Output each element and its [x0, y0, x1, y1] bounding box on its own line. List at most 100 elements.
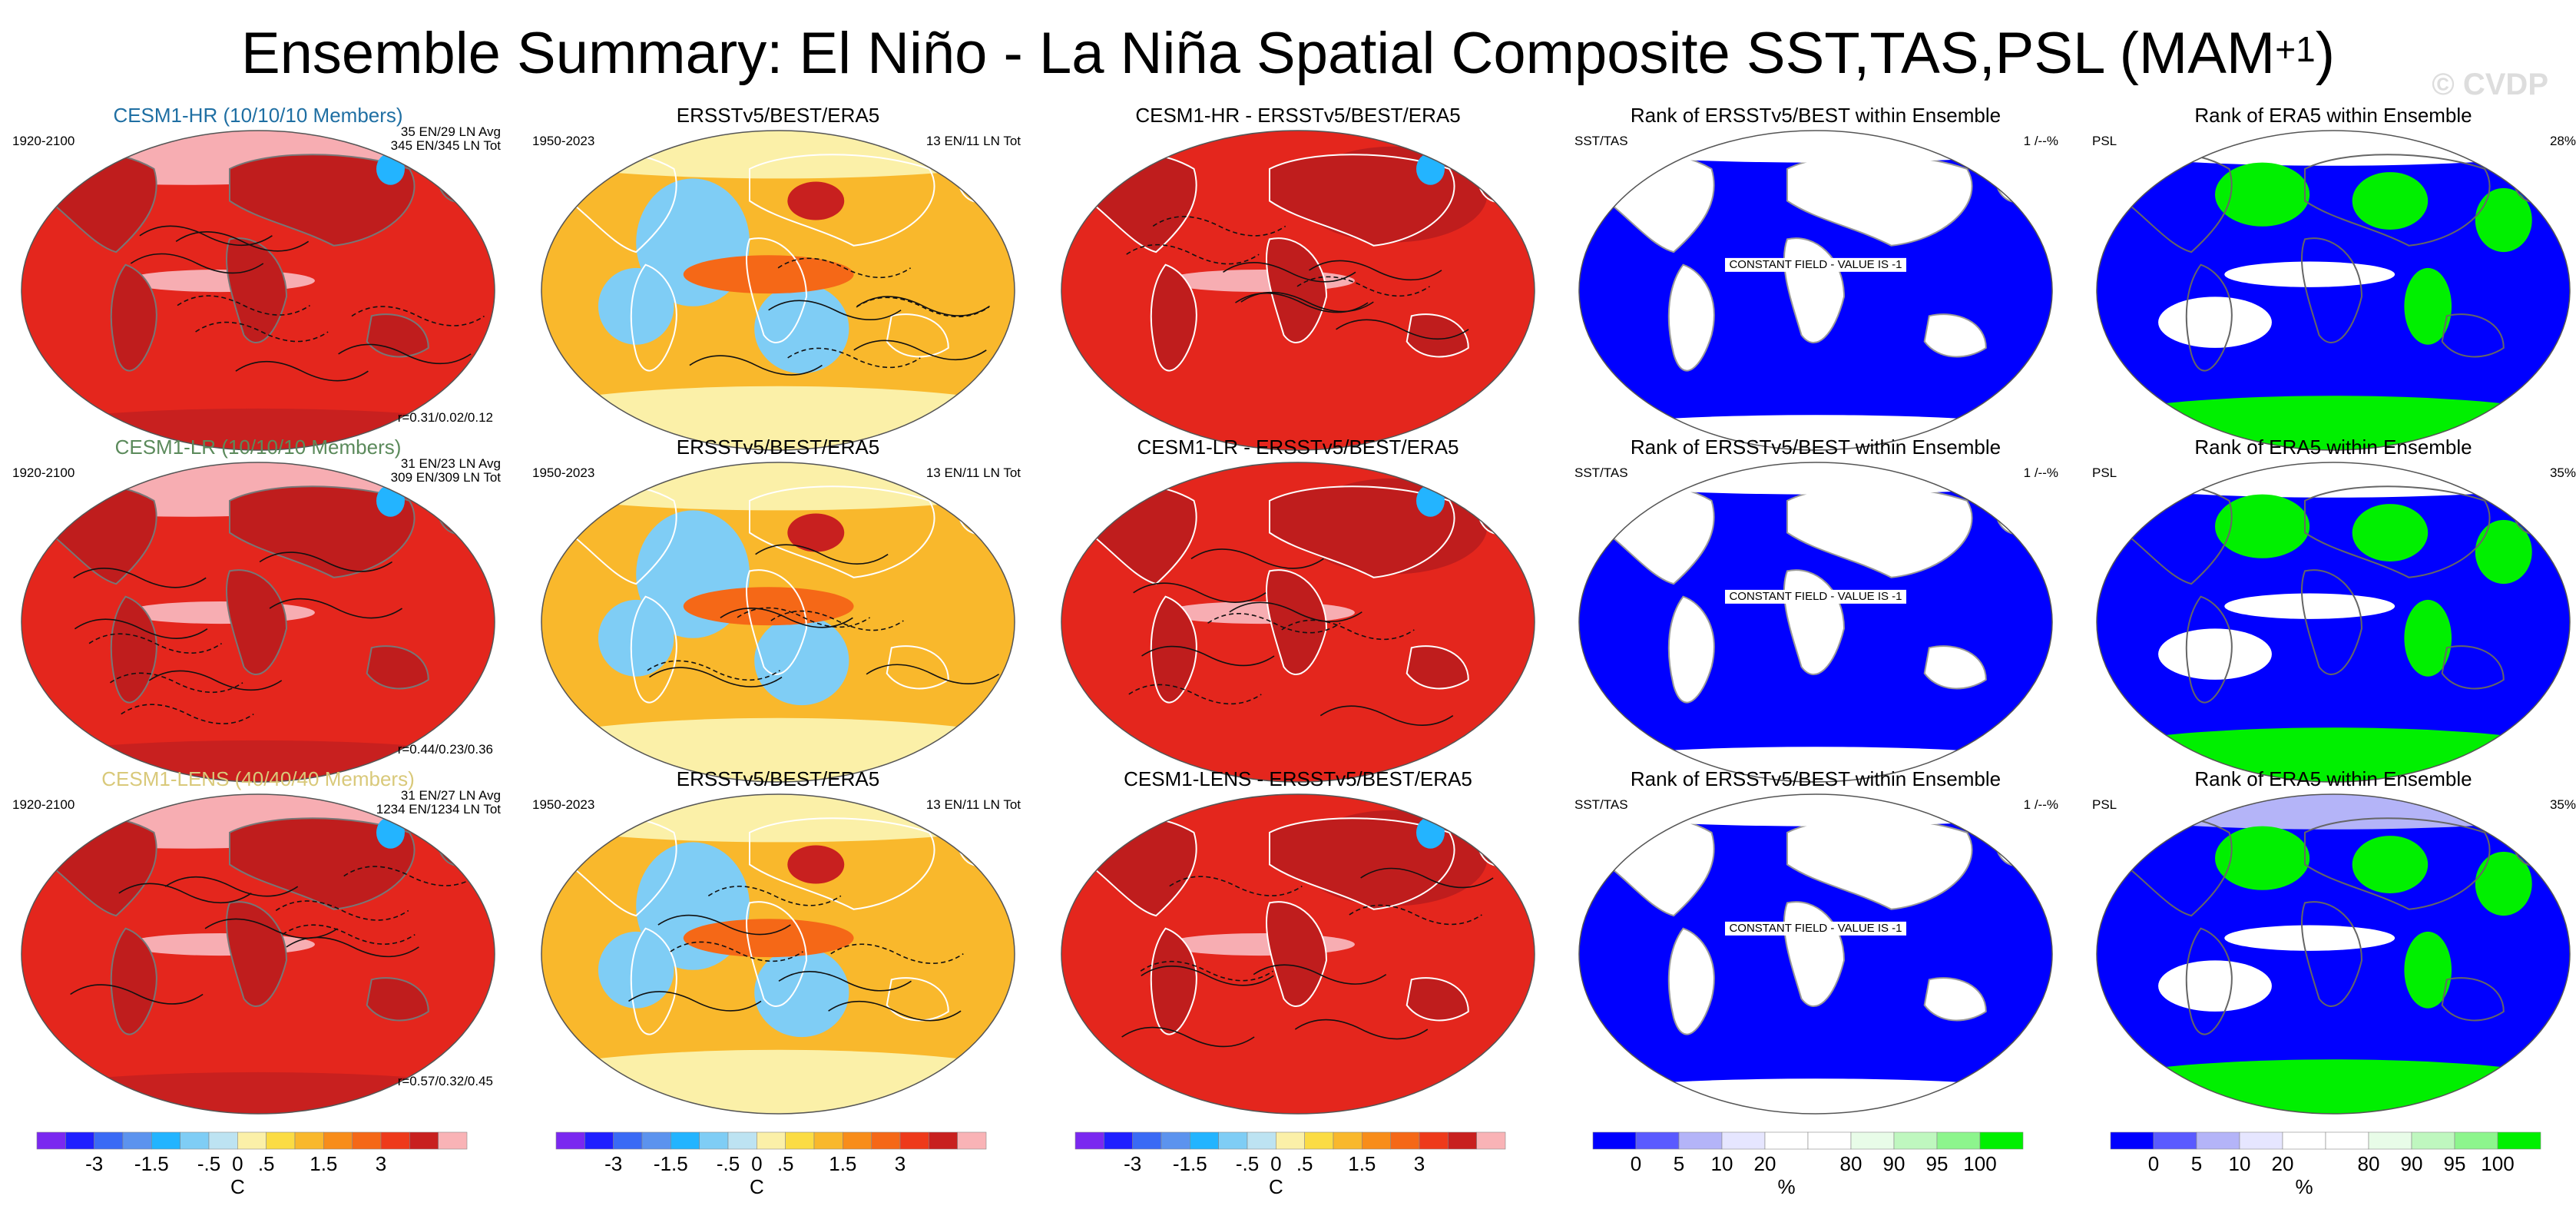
- colorbar-tick-label: 0: [2148, 1152, 2159, 1175]
- colorbar-swatch: [381, 1132, 409, 1149]
- colorbar-swatch: [2111, 1132, 2154, 1149]
- colorbar-swatch: [728, 1132, 757, 1149]
- ensemble-avg-label: 31 EN/27 LN Avg: [401, 788, 501, 803]
- map-plot: [532, 103, 1024, 464]
- map-plot: CONSTANT FIELD - VALUE IS -1: [1570, 435, 2061, 796]
- colorbar-tick-label: -.5: [197, 1152, 220, 1175]
- colorbar-swatch: [843, 1132, 871, 1149]
- colorbar-tick-label: 3: [376, 1152, 386, 1175]
- colorbar-tick-label: -1.5: [654, 1152, 688, 1175]
- colorbar-swatch: [1276, 1132, 1304, 1149]
- rank2-panel: Rank of ERA5 within Ensemble PSL 28%: [2088, 103, 2576, 435]
- ensemble-total-label: 345 EN/345 LN Tot: [391, 138, 501, 154]
- constant-field-label: CONSTANT FIELD - VALUE IS -1: [1729, 258, 1902, 271]
- equatorial-anomaly: [684, 255, 854, 293]
- colorbar-swatch: [786, 1132, 814, 1149]
- colorbar-swatch: [65, 1132, 94, 1149]
- map-plot: [2088, 103, 2576, 464]
- colorbar-swatch: [1808, 1132, 1851, 1149]
- variable-label: PSL: [2092, 797, 2117, 813]
- anomaly-blob: [787, 846, 844, 884]
- obs-panel: ERSSTv5/BEST/ERA5 1950-2023 13 EN/11 LN To…: [532, 103, 1024, 435]
- rank-colorbar: 0 5 10 20 80 90 95 100%: [1593, 1132, 2031, 1219]
- colorbar-tick-label: 90: [2401, 1152, 2423, 1175]
- colorbar-tick-label: .5: [1296, 1152, 1313, 1175]
- anomaly-blob: [2404, 932, 2452, 1009]
- colorbar-swatch: [814, 1132, 843, 1149]
- anomaly-blob: [2073, 121, 2576, 166]
- ensemble-total-label: 1234 EN/1234 LN Tot: [376, 802, 501, 817]
- variable-label: SST/TAS: [1574, 465, 1628, 481]
- colorbar-swatch: [209, 1132, 237, 1149]
- colorbar-tick-label: .5: [258, 1152, 275, 1175]
- diff-panel: CESM1-HR - ERSSTv5/BEST/ERA5: [1052, 103, 1544, 435]
- colorbar-tick-label: 0: [1631, 1152, 1641, 1175]
- colorbar-swatch: [1851, 1132, 1894, 1149]
- ensemble-avg-label: 31 EN/23 LN Avg: [401, 456, 501, 472]
- pattern-correlation-label: r=0.44/0.23/0.36: [398, 742, 493, 757]
- colorbar-swatch: [1722, 1132, 1765, 1149]
- variable-label: SST/TAS: [1574, 797, 1628, 813]
- colorbar-tick-label: -1.5: [1173, 1152, 1207, 1175]
- colorbar-swatch: [1190, 1132, 1218, 1149]
- colorbar-tick-label: 0: [1270, 1152, 1281, 1175]
- colorbar-swatch: [237, 1132, 266, 1149]
- colorbar-tick-label: 100: [2481, 1152, 2514, 1175]
- colorbar-swatch: [123, 1132, 151, 1149]
- period-label: 1950-2023: [532, 797, 594, 813]
- colorbar-swatch: [1219, 1132, 1247, 1149]
- obs-panel: ERSSTv5/BEST/ERA5 1950-2023 13 EN/11 LN To…: [532, 435, 1024, 767]
- colorbar-tick-label: 10: [2229, 1152, 2251, 1175]
- colorbar-swatch: [1593, 1132, 1636, 1149]
- colorbar-swatch: [94, 1132, 123, 1149]
- colorbar-tick-label: 3: [1414, 1152, 1425, 1175]
- equatorial-anomaly: [684, 587, 854, 625]
- anomaly-blob: [2353, 172, 2429, 230]
- map-plot: [532, 435, 1024, 796]
- colorbar-tick-label: 20: [1754, 1152, 1776, 1175]
- colorbar-tick-label: 5: [1674, 1152, 1684, 1175]
- rank-percent-label: 1 /--%: [2024, 465, 2058, 481]
- model-panel: CESM1-LR (10/10/10 Members) 1920-2100 31 E…: [12, 435, 504, 767]
- colorbar-swatch: [1937, 1132, 1980, 1149]
- colorbar-tick-label: -.5: [1236, 1152, 1259, 1175]
- colorbar-swatch: [700, 1132, 728, 1149]
- anomaly-blob: [2224, 594, 2395, 619]
- colorbar-swatch: [1636, 1132, 1679, 1149]
- colorbar-tick-label: -3: [85, 1152, 103, 1175]
- anomaly-blob: [2215, 163, 2309, 227]
- rank-percent-label: 35%: [2550, 465, 2576, 481]
- ensemble-total-label: 13 EN/11 LN Tot: [926, 797, 1021, 813]
- colorbar-swatch: [1765, 1132, 1808, 1149]
- colorbar-unit-label: %: [2295, 1175, 2313, 1198]
- colorbar-swatch: [872, 1132, 900, 1149]
- colorbar-unit-label: C: [750, 1175, 764, 1198]
- colorbar-swatch: [1448, 1132, 1476, 1149]
- colorbar-swatch: [295, 1132, 323, 1149]
- colorbar-swatch: [2326, 1132, 2369, 1149]
- colorbar-swatch: [1894, 1132, 1937, 1149]
- colorbar-swatch: [267, 1132, 295, 1149]
- diff-panel: CESM1-LR - ERSSTv5/BEST/ERA5: [1052, 435, 1544, 767]
- equatorial-anomaly: [684, 919, 854, 957]
- rank1-panel: Rank of ERSSTv5/BEST within Ensemble CONS…: [1570, 435, 2061, 767]
- colorbar-swatch: [2455, 1132, 2498, 1149]
- colorbar-swatch: [439, 1132, 467, 1149]
- map-plot: CONSTANT FIELD - VALUE IS -1: [1570, 767, 2061, 1128]
- variable-label: PSL: [2092, 465, 2117, 481]
- colorbar-swatch: [151, 1132, 180, 1149]
- colorbar-swatch: [1305, 1132, 1333, 1149]
- constant-field-label: CONSTANT FIELD - VALUE IS -1: [1729, 590, 1902, 603]
- colorbar-swatch: [353, 1132, 381, 1149]
- colorbar-swatch: [323, 1132, 352, 1149]
- colorbar-swatch: [642, 1132, 670, 1149]
- diff-panel: CESM1-LENS - ERSSTv5/BEST/ERA5: [1052, 767, 1544, 1098]
- colorbar-swatch: [1477, 1132, 1505, 1149]
- model-panel: CESM1-HR (10/10/10 Members) 1920-2100 35 E…: [12, 103, 504, 435]
- colorbar-swatch: [2197, 1132, 2240, 1149]
- colorbar-tick-label: -3: [604, 1152, 622, 1175]
- period-label: 1920-2100: [12, 797, 74, 813]
- colorbar-tick-label: 80: [2358, 1152, 2380, 1175]
- anomaly-blob: [2215, 495, 2309, 558]
- cvdp-watermark: © CVDP: [2432, 68, 2548, 102]
